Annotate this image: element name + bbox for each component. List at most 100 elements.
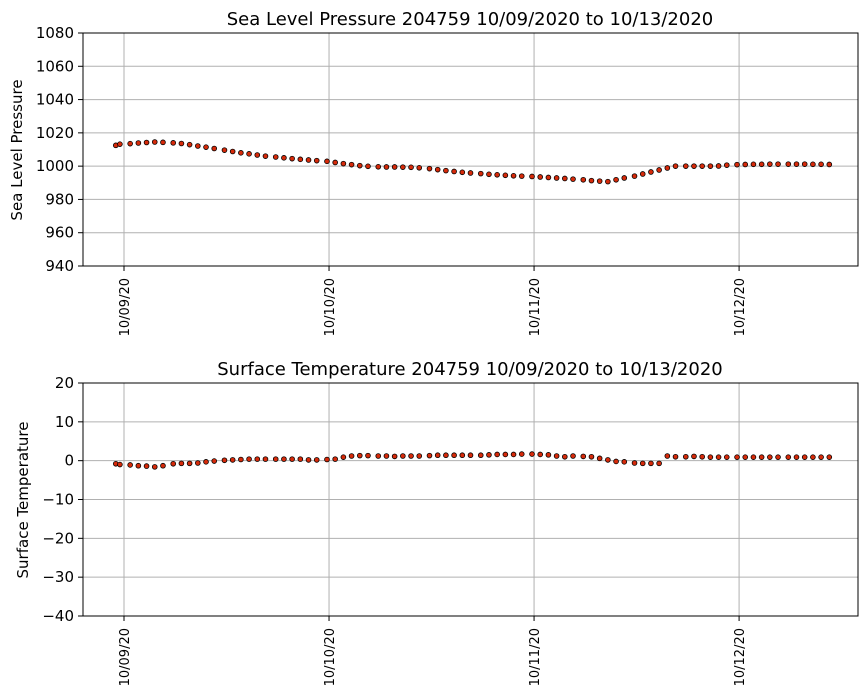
data-point bbox=[281, 155, 287, 161]
data-point bbox=[605, 178, 611, 185]
data-point bbox=[262, 456, 269, 462]
data-point bbox=[613, 458, 619, 465]
data-point bbox=[648, 169, 654, 175]
data-point bbox=[313, 157, 320, 164]
data-point bbox=[272, 154, 279, 160]
data-point bbox=[383, 453, 390, 459]
y-tick-label: 1000 bbox=[36, 157, 74, 175]
data-point bbox=[639, 460, 646, 467]
data-point bbox=[416, 453, 423, 459]
data-point bbox=[826, 161, 833, 168]
data-point bbox=[545, 174, 552, 181]
data-point bbox=[810, 454, 816, 460]
data-point bbox=[537, 174, 544, 180]
data-point bbox=[459, 452, 466, 459]
data-point bbox=[562, 453, 568, 460]
y-tick-label: 1060 bbox=[36, 57, 74, 75]
data-point bbox=[664, 453, 671, 459]
data-point bbox=[502, 172, 509, 179]
data-point bbox=[443, 167, 449, 174]
chart-title: Surface Temperature 204759 10/09/2020 to… bbox=[217, 359, 722, 380]
data-point bbox=[254, 456, 261, 462]
data-point bbox=[356, 452, 363, 459]
x-tick-label: 10/10/20 bbox=[323, 628, 338, 686]
data-point bbox=[221, 147, 228, 153]
data-point bbox=[229, 457, 236, 463]
data-point bbox=[281, 456, 287, 462]
data-point bbox=[305, 457, 312, 463]
data-point bbox=[186, 460, 193, 467]
y-tick-label: 1020 bbox=[36, 124, 74, 142]
data-point bbox=[356, 162, 363, 169]
data-point bbox=[408, 164, 414, 171]
data-point bbox=[656, 460, 662, 467]
data-point bbox=[238, 150, 244, 156]
y-tick-label: 980 bbox=[45, 190, 74, 208]
data-point bbox=[699, 163, 705, 169]
data-point bbox=[742, 161, 749, 168]
data-point bbox=[707, 454, 714, 460]
data-point bbox=[672, 453, 679, 460]
data-point bbox=[254, 152, 261, 158]
data-point bbox=[588, 177, 595, 184]
data-point bbox=[391, 164, 398, 170]
data-point bbox=[570, 453, 576, 459]
data-point bbox=[510, 172, 517, 179]
data-point bbox=[324, 158, 330, 165]
data-point bbox=[365, 452, 371, 459]
data-point bbox=[518, 173, 525, 179]
data-point bbox=[400, 453, 406, 459]
data-point bbox=[178, 140, 185, 147]
y-axis-label: Surface Temperature bbox=[14, 422, 32, 579]
data-point bbox=[810, 161, 816, 168]
data-point bbox=[340, 160, 347, 167]
pressure-panel: Sea Level Pressure 204759 10/09/2020 to … bbox=[8, 9, 859, 336]
data-point bbox=[529, 451, 535, 457]
data-point bbox=[467, 452, 474, 459]
x-tick-label: 10/11/20 bbox=[528, 628, 543, 686]
y-tick-label: −40 bbox=[42, 607, 74, 625]
x-tick-label: 10/09/20 bbox=[118, 628, 133, 686]
data-point bbox=[682, 163, 689, 169]
data-point bbox=[758, 454, 765, 460]
data-point bbox=[340, 454, 347, 460]
data-point bbox=[246, 151, 252, 157]
data-point bbox=[143, 139, 150, 146]
data-point bbox=[734, 454, 740, 460]
data-point bbox=[443, 452, 449, 459]
data-point bbox=[785, 454, 792, 460]
data-point bbox=[324, 456, 330, 463]
data-point bbox=[545, 452, 552, 458]
data-point bbox=[434, 452, 441, 459]
chart-title: Sea Level Pressure 204759 10/09/2020 to … bbox=[227, 9, 714, 30]
data-point bbox=[262, 153, 269, 159]
data-point bbox=[826, 454, 833, 460]
data-point bbox=[143, 463, 150, 469]
data-point bbox=[348, 161, 355, 168]
data-point bbox=[691, 163, 697, 169]
data-point bbox=[664, 165, 671, 171]
data-point bbox=[426, 452, 433, 459]
data-point bbox=[715, 454, 722, 460]
y-axis-label: Sea Level Pressure bbox=[8, 79, 26, 220]
plot-frame bbox=[82, 382, 859, 617]
data-point bbox=[570, 176, 576, 182]
data-point bbox=[313, 457, 320, 463]
y-tick-label: −30 bbox=[42, 568, 74, 586]
data-point bbox=[682, 453, 689, 460]
data-point bbox=[434, 166, 441, 173]
data-point bbox=[332, 456, 338, 462]
data-point bbox=[672, 163, 679, 169]
data-point bbox=[117, 141, 123, 147]
data-point bbox=[459, 169, 466, 176]
data-point bbox=[297, 156, 304, 163]
data-point bbox=[518, 451, 525, 457]
data-point bbox=[391, 453, 398, 460]
data-point bbox=[750, 161, 757, 168]
data-point bbox=[160, 139, 166, 146]
data-point bbox=[135, 462, 142, 469]
data-point bbox=[494, 171, 500, 178]
data-point bbox=[170, 460, 177, 467]
data-point bbox=[135, 140, 142, 146]
